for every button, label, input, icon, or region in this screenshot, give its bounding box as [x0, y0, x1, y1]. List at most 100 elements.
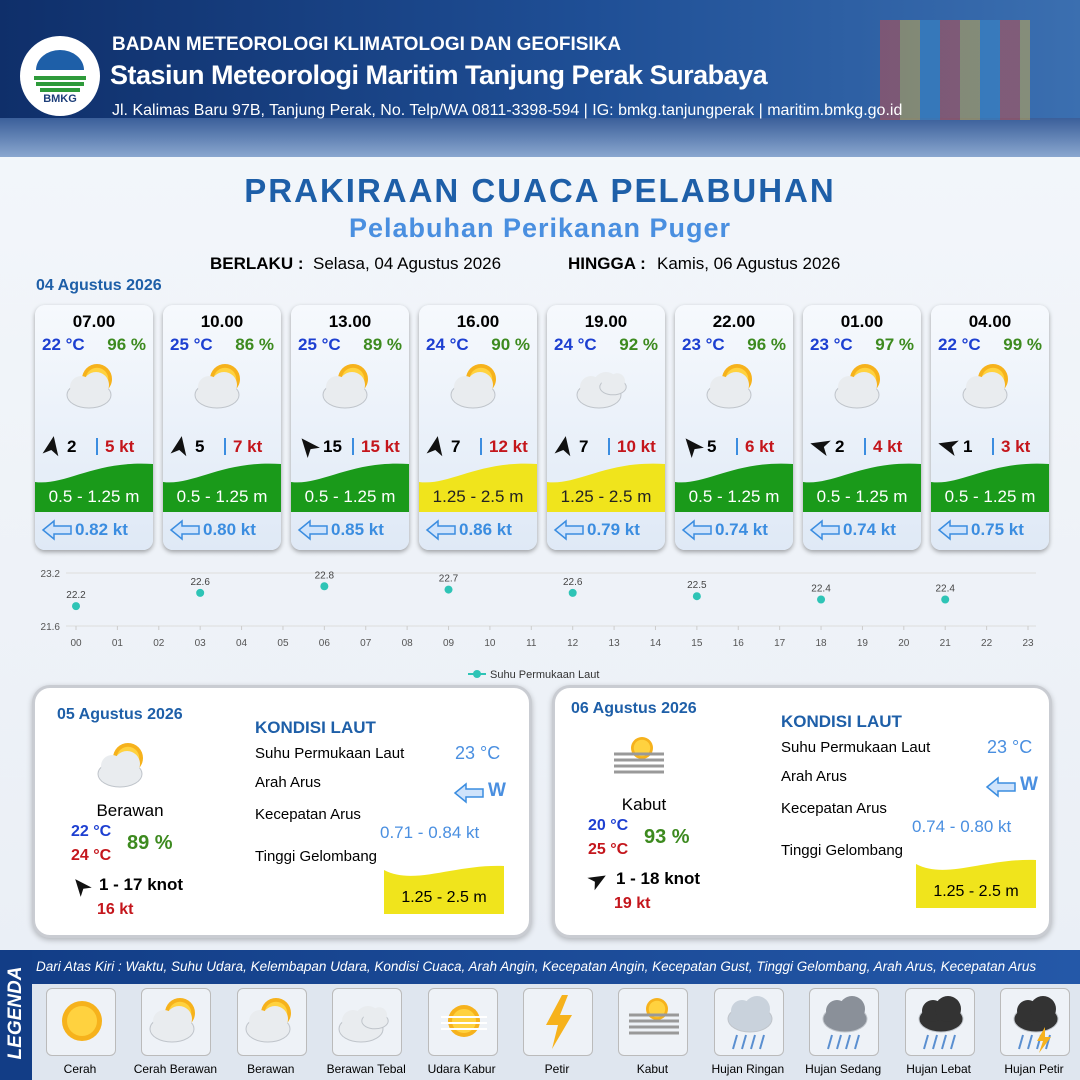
x-tick-label: 16 — [733, 638, 745, 649]
separator — [992, 438, 994, 455]
day-panel: 05 Agustus 2026 Berawan 22 °C 24 °C 89 % 1 - … — [32, 685, 532, 938]
kondisi-label: Kecepatan Arus — [255, 806, 361, 823]
legend-item-label: Cerah — [63, 1062, 97, 1076]
wind-arrow — [938, 440, 959, 457]
wave — [803, 463, 921, 512]
x-tick-label: 12 — [567, 638, 579, 649]
valid-to-label: HINGGA : — [568, 254, 646, 273]
x-tick-label: 15 — [691, 638, 703, 649]
day-date: 06 Agustus 2026 — [571, 700, 697, 717]
temperature: 24 °C — [426, 335, 469, 354]
forecast-card: 19.00 24 °C 92 % 7 10 kt 1.25 - 2.5 m 0.79 kt — [547, 305, 665, 550]
legend-icon-box — [523, 988, 593, 1056]
forecast-card: 07.00 22 °C 96 % 2 5 kt 0.5 - 1.25 m 0.82 kt — [35, 305, 153, 550]
weather-icon — [614, 737, 664, 774]
cloud — [261, 1006, 288, 1032]
rain — [740, 1034, 747, 1050]
kondisi-label: Tinggi Gelombang — [781, 842, 904, 859]
weather-icon — [962, 364, 1008, 409]
cloud — [467, 372, 493, 398]
x-tick-label: 08 — [402, 638, 414, 649]
current-speed: 0.82 kt — [75, 520, 128, 539]
legend-icon — [727, 996, 773, 1050]
day-panel: 06 Agustus 2026 Kabut 20 °C 25 °C 93 % 1 - 18… — [552, 685, 1052, 938]
wave-height: 1.25 - 2.5 m — [432, 487, 524, 506]
forecast-card: 10.00 25 °C 86 % 5 7 kt 0.5 - 1.25 m 0.80 kt — [163, 305, 281, 550]
rain — [827, 1034, 834, 1050]
kondisi-label: Arah Arus — [781, 768, 847, 785]
gust: 6 kt — [745, 437, 775, 456]
data-label: 22.7 — [439, 574, 459, 585]
kondisi-label: Kecepatan Arus — [781, 800, 887, 817]
wave — [916, 859, 1036, 908]
separator — [480, 438, 482, 455]
x-tick-label: 18 — [815, 638, 827, 649]
wind-range: 1 - 17 knot — [99, 875, 184, 894]
data-point — [320, 582, 329, 591]
wind-speed: 1 — [963, 437, 973, 456]
humidity: 96 % — [107, 335, 146, 354]
humidity: 90 % — [491, 335, 530, 354]
x-tick-label: 21 — [940, 638, 952, 649]
humidity: 97 % — [875, 335, 914, 354]
legend-icon — [822, 996, 868, 1050]
current-speed: 0.74 kt — [715, 520, 768, 539]
x-tick-label: 10 — [484, 638, 496, 649]
legend-icon-box — [141, 988, 212, 1056]
legend-icon — [546, 995, 572, 1049]
current-speed: 0.80 kt — [203, 520, 256, 539]
legend-marker — [473, 670, 481, 678]
bolt — [546, 995, 572, 1049]
cloud — [851, 372, 877, 398]
temperature: 25 °C — [298, 335, 341, 354]
legend-icon-box — [809, 988, 880, 1056]
current-icon — [169, 519, 200, 541]
legend-item-label: Hujan Petir — [1004, 1062, 1064, 1076]
legend-title: LEGENDA — [5, 966, 26, 1060]
x-tick-label: 13 — [609, 638, 621, 649]
weather-icon — [450, 364, 496, 409]
condition: Berawan — [96, 801, 164, 820]
wave-graphic — [803, 463, 921, 512]
wave — [291, 463, 409, 512]
rain — [922, 1034, 929, 1050]
subtitle: Pelabuhan Perikanan Puger — [348, 213, 732, 243]
wind-arrow — [685, 438, 704, 459]
valid-to: Kamis, 06 Agustus 2026 — [657, 254, 841, 273]
wind-speed: 2 — [67, 437, 77, 456]
cloud — [83, 372, 109, 398]
wave-height: 0.5 - 1.25 m — [688, 487, 780, 506]
cloud — [979, 372, 1005, 398]
sun-core — [451, 1009, 476, 1033]
cloud — [339, 372, 365, 398]
current-dir: W — [1020, 774, 1038, 795]
wind-arrow — [170, 436, 187, 457]
current-speed: 0.86 kt — [459, 520, 512, 539]
data-point — [444, 585, 453, 594]
current-icon — [681, 519, 712, 541]
gust: 3 kt — [1001, 437, 1031, 456]
wind-arrow — [810, 440, 831, 457]
legend-icon — [918, 996, 964, 1050]
rain — [749, 1034, 756, 1050]
current-icon — [553, 519, 584, 541]
wave-graphic — [291, 463, 409, 512]
rain — [731, 1034, 738, 1050]
wind-arrow — [554, 436, 571, 457]
legend-icon — [1013, 996, 1059, 1053]
cloud — [934, 996, 961, 1022]
forecast-time: 13.00 — [328, 312, 372, 331]
legend-item-label: Cerah Berawan — [133, 1062, 218, 1076]
wind-arrow — [42, 436, 59, 457]
current-arrow — [809, 519, 840, 541]
wave-graphic — [419, 463, 537, 512]
data-label: 22.5 — [687, 580, 707, 591]
wave — [35, 463, 153, 512]
gust: 4 kt — [873, 437, 903, 456]
sun-core — [649, 1000, 666, 1018]
data-point — [941, 595, 950, 604]
data-point — [196, 588, 205, 597]
humidity: 89 % — [127, 832, 173, 854]
wave-height: 0.5 - 1.25 m — [176, 487, 268, 506]
logo: BMKG — [20, 36, 100, 116]
